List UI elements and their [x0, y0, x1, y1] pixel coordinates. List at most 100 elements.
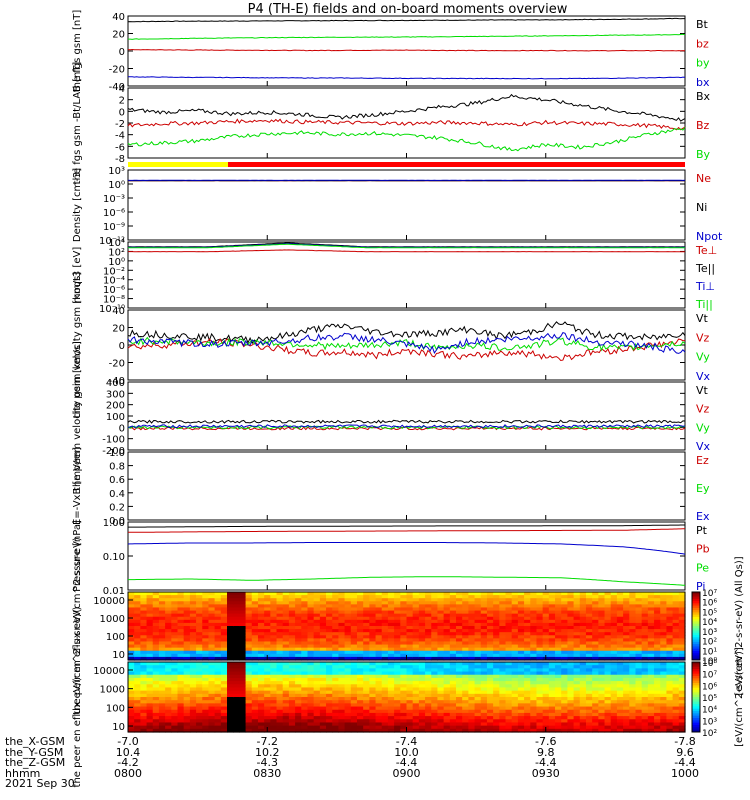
hm-cell	[493, 595, 500, 599]
hm-cell	[443, 728, 451, 733]
hm-cell	[511, 703, 519, 708]
hm-cell	[654, 665, 661, 669]
hm-cell	[387, 725, 395, 730]
hm-cell	[189, 638, 197, 643]
hm-cell	[140, 703, 148, 708]
hm-cell	[548, 728, 556, 733]
hm-cell	[134, 671, 141, 676]
hm-cell	[505, 650, 513, 655]
hm-cell	[604, 728, 612, 733]
hm-cell	[152, 665, 160, 669]
hm-cell	[468, 598, 476, 602]
hm-cell	[239, 728, 247, 733]
cb-cell	[692, 610, 700, 613]
hm-cell	[641, 601, 649, 605]
hm-cell	[449, 712, 457, 717]
hm-cell	[332, 665, 340, 669]
hm-cell	[672, 638, 680, 643]
hm-cell	[128, 681, 135, 685]
hm-cell	[406, 622, 414, 627]
hm-cell	[654, 632, 661, 636]
hm-cell	[369, 592, 377, 596]
hm-cell	[227, 677, 234, 682]
hm-cell	[647, 604, 655, 609]
hm-cell	[350, 674, 358, 679]
hm-cell	[282, 725, 290, 730]
hm-cell	[666, 719, 674, 724]
hm-cell	[394, 622, 401, 627]
hm-cell	[295, 635, 302, 639]
hm-cell	[196, 592, 203, 596]
hm-cell	[400, 650, 408, 655]
hm-cell	[468, 693, 476, 698]
hm-cell	[511, 665, 519, 669]
hm-cell	[406, 604, 414, 609]
hm-cell	[350, 665, 358, 669]
hm-cell	[462, 662, 469, 666]
hm-cell	[486, 725, 494, 730]
hm-cell	[146, 604, 154, 609]
cb-cell	[692, 639, 700, 643]
hm-cell	[660, 697, 668, 701]
hm-cell	[623, 598, 630, 602]
hm-cell	[412, 693, 420, 698]
hm-cell	[363, 671, 370, 676]
hm-ytick-label-0-3: 10	[112, 650, 125, 661]
hm-cell	[462, 693, 469, 698]
hm-cell	[635, 706, 643, 711]
hm-cell	[418, 700, 426, 704]
hm-cell	[536, 616, 544, 621]
hm-cell	[394, 598, 401, 602]
hm-cell	[381, 650, 389, 655]
hm-cell	[313, 690, 321, 695]
hm-cell	[443, 650, 451, 655]
hm-cell	[146, 700, 154, 704]
footer-row-labels: the_X-GSM the_Y-GSM the_Z-GSM hhmm 2021 …	[5, 736, 75, 790]
hm-cell	[332, 681, 340, 685]
hm-cell	[443, 725, 451, 730]
hm-cell	[264, 668, 271, 673]
hm-cell	[616, 693, 624, 698]
hm-cell	[468, 638, 476, 643]
hm-cell	[251, 598, 259, 602]
hm-cell	[524, 728, 531, 733]
hm-cell	[610, 697, 618, 701]
hm-cell	[301, 662, 309, 666]
hm-cell	[610, 638, 618, 643]
hm-cell	[616, 622, 624, 627]
hm-cell	[288, 728, 296, 733]
hm-cell	[264, 601, 271, 605]
hm-cell	[406, 687, 414, 692]
hm-cell	[431, 619, 439, 624]
hm-cell	[282, 622, 290, 627]
hm-cell	[171, 687, 179, 692]
hm-cell	[598, 638, 606, 643]
hm-cell	[579, 674, 587, 679]
hm-cell	[431, 607, 439, 612]
hm-cell	[672, 662, 680, 666]
hm-cell	[666, 690, 674, 695]
panel-ylabel-4: the peim velocity gsm [km/s]	[72, 272, 83, 419]
hm-cell	[412, 706, 420, 711]
hm-cell	[654, 700, 661, 704]
hm-cell	[177, 677, 185, 682]
hm-cell	[425, 647, 432, 652]
hm-cell	[326, 604, 333, 609]
hm-cell	[134, 638, 141, 643]
hm-cell	[641, 728, 649, 733]
hm-cell	[567, 681, 575, 685]
hm-cell	[456, 601, 463, 605]
hm-cell	[635, 700, 643, 704]
hm-cell	[288, 722, 296, 727]
hm-cell	[394, 592, 401, 596]
hm-cell	[585, 687, 593, 692]
hm-cell	[666, 604, 674, 609]
hm-cell	[449, 687, 457, 692]
hm-cell	[517, 595, 525, 599]
hm-cell	[270, 595, 278, 599]
hm-cell	[468, 656, 476, 661]
hm-cell	[412, 681, 420, 685]
hm-cell	[313, 706, 321, 711]
hm-cell	[264, 607, 271, 612]
footer-value-2-2: -4.4	[395, 756, 418, 770]
